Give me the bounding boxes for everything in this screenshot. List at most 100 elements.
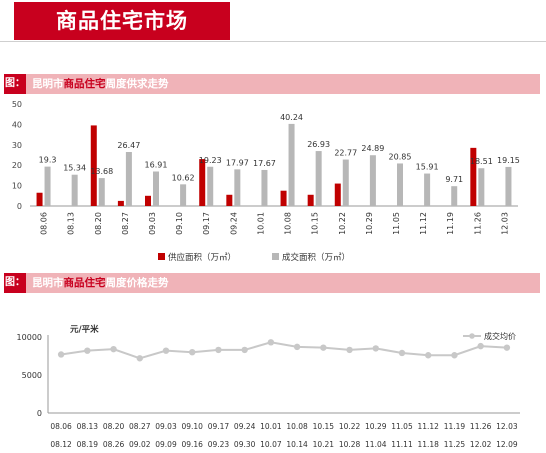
x-tick-label-end: 12.09 bbox=[496, 440, 518, 449]
x-tick-label-start: 09.10 bbox=[181, 422, 203, 431]
y-tick-label: 5000 bbox=[22, 371, 42, 380]
title-divider bbox=[0, 41, 546, 42]
price-line-chart: 元/平米 0 5000 10000 08.06 08.12 08.13 08.19 08.20 0… bbox=[17, 324, 520, 449]
deal-bar bbox=[288, 123, 295, 206]
price-point bbox=[503, 344, 511, 351]
x-tick-label: 09.24 bbox=[229, 212, 238, 235]
x-tick-label-start: 09.24 bbox=[234, 422, 256, 431]
x-tick-label-start: 11.12 bbox=[417, 422, 439, 431]
x-tick-label: 11.05 bbox=[392, 212, 401, 235]
legend-swatch-supply bbox=[158, 253, 165, 260]
y-tick-label: 50 bbox=[12, 100, 22, 109]
deal-bar bbox=[451, 186, 458, 206]
x-tick-label-end: 08.12 bbox=[50, 440, 72, 449]
y-axis-unit-label: 元/平米 bbox=[70, 324, 99, 335]
deal-value-label: 17.97 bbox=[226, 158, 249, 167]
x-tick-label: 10.22 bbox=[338, 212, 347, 235]
x-tick-label-end: 09.02 bbox=[129, 440, 151, 449]
supply-bar bbox=[36, 192, 43, 206]
x-tick-label-end: 08.19 bbox=[77, 440, 99, 449]
legend-label-price: 成交均价 bbox=[484, 331, 516, 341]
x-tick-label: 08.20 bbox=[94, 212, 103, 235]
price-point bbox=[477, 342, 484, 350]
deal-bar bbox=[315, 151, 322, 206]
deal-value-label: 19.15 bbox=[497, 156, 520, 165]
x-tick-label-start: 08.27 bbox=[129, 422, 151, 431]
price-point bbox=[320, 344, 327, 351]
deal-value-label: 20.85 bbox=[389, 152, 412, 161]
x-tick-label: 10.01 bbox=[256, 212, 265, 235]
deal-bar bbox=[505, 166, 512, 206]
supply-bar bbox=[90, 125, 97, 206]
section-title-prefix: 昆明市 bbox=[32, 277, 64, 289]
x-tick-label-start: 11.26 bbox=[470, 422, 492, 431]
deal-value-label: 40.24 bbox=[280, 113, 303, 122]
supply-bar bbox=[199, 159, 206, 206]
price-point bbox=[425, 352, 432, 359]
legend-label-supply: 供应面积（万㎡） bbox=[168, 252, 236, 263]
section-title-highlight: 商品住宅 bbox=[63, 277, 106, 289]
legend-label-deal: 成交面积（万㎡） bbox=[282, 252, 350, 263]
y-tick-label: 10 bbox=[12, 182, 22, 191]
x-tick-label: 10.29 bbox=[365, 212, 374, 235]
supply-bar bbox=[117, 200, 124, 206]
deal-bar bbox=[478, 168, 485, 206]
y-tick-label: 10000 bbox=[17, 333, 42, 342]
supply-demand-bar-chart: 0 10 20 30 40 50 19.3 08.06 15.34 08.13 13.68 08.20… bbox=[12, 100, 520, 263]
x-tick-label: 11.12 bbox=[419, 212, 428, 235]
x-tick-label-end: 10.28 bbox=[339, 440, 361, 449]
deal-value-label: 24.89 bbox=[361, 144, 384, 153]
x-tick-label: 09.17 bbox=[202, 212, 211, 235]
x-tick-label: 09.03 bbox=[148, 212, 157, 235]
deal-bar bbox=[234, 169, 241, 206]
supply-bar bbox=[334, 183, 341, 206]
deal-bar bbox=[71, 174, 78, 206]
supply-demand-section-title: 昆明市商品住宅周度供求走势 bbox=[32, 74, 169, 94]
section-title-suffix: 周度价格走势 bbox=[105, 277, 169, 289]
supply-bar bbox=[280, 190, 287, 206]
x-tick-label-end: 10.07 bbox=[260, 440, 282, 449]
x-tick-label: 11.19 bbox=[446, 212, 455, 235]
deal-value-label: 19.3 bbox=[39, 156, 57, 165]
deal-bar bbox=[369, 155, 376, 206]
x-tick-label-end: 11.04 bbox=[365, 440, 387, 449]
x-tick-label-start: 11.19 bbox=[444, 422, 466, 431]
price-point bbox=[372, 345, 379, 352]
y-tick-label: 0 bbox=[17, 202, 22, 211]
x-tick-label: 10.08 bbox=[284, 212, 293, 235]
deal-value-label: 19.23 bbox=[199, 156, 222, 165]
x-tick-label-end: 10.21 bbox=[313, 440, 335, 449]
x-tick-label-end: 11.25 bbox=[444, 440, 466, 449]
x-tick-label: 11.26 bbox=[473, 212, 482, 235]
x-tick-label-start: 08.13 bbox=[77, 422, 99, 431]
price-point bbox=[267, 339, 275, 346]
y-tick-label: 30 bbox=[12, 141, 22, 150]
price-point bbox=[110, 345, 117, 353]
deal-bar bbox=[397, 163, 403, 206]
x-tick-label-end: 10.14 bbox=[286, 440, 308, 449]
section-title-highlight: 商品住宅 bbox=[63, 78, 106, 90]
x-tick-label-start: 10.15 bbox=[313, 422, 335, 431]
deal-value-label: 9.71 bbox=[445, 175, 463, 184]
deal-bar bbox=[342, 159, 349, 206]
deal-bar bbox=[207, 166, 214, 206]
deal-bar bbox=[261, 169, 268, 206]
price-point bbox=[346, 346, 353, 354]
deal-value-label: 22.77 bbox=[334, 149, 357, 158]
x-tick-label-start: 08.06 bbox=[50, 422, 72, 431]
deal-value-label: 15.34 bbox=[63, 164, 86, 173]
deal-bar bbox=[125, 152, 132, 206]
price-point bbox=[84, 347, 91, 354]
x-tick-label: 10.15 bbox=[311, 212, 320, 235]
x-tick-label: 12.03 bbox=[500, 212, 509, 235]
y-tick-label: 40 bbox=[12, 120, 22, 129]
x-tick-label-start: 11.05 bbox=[391, 422, 413, 431]
x-tick-label-end: 11.11 bbox=[391, 440, 413, 449]
x-tick-label-end: 08.26 bbox=[103, 440, 125, 449]
price-section-header: 图： 昆明市商品住宅周度价格走势 bbox=[4, 273, 540, 293]
deal-bar bbox=[180, 184, 187, 206]
x-tick-label-start: 10.01 bbox=[260, 422, 282, 431]
x-tick-label: 09.10 bbox=[175, 212, 184, 235]
x-tick-label-end: 11.18 bbox=[417, 440, 439, 449]
deal-value-label: 13.68 bbox=[90, 167, 113, 176]
